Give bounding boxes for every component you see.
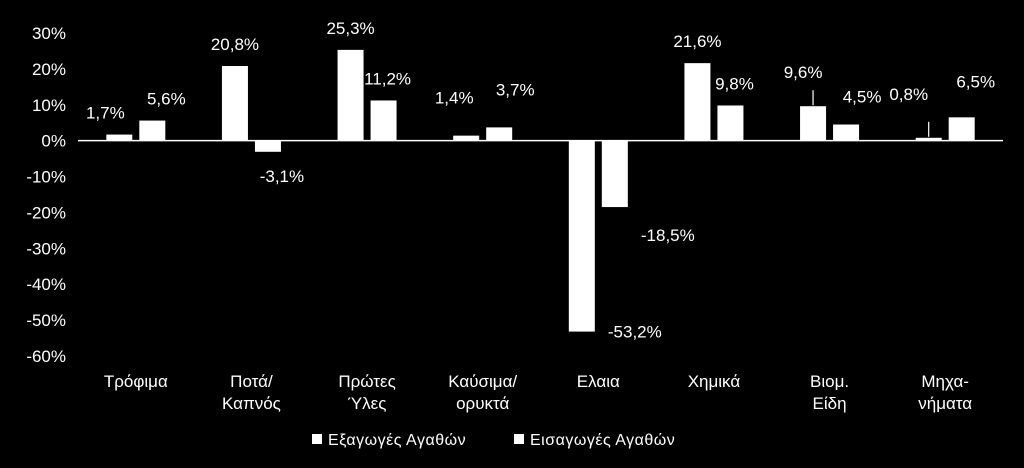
data-label: 3,7% (496, 80, 535, 99)
data-label: 1,7% (86, 104, 125, 123)
data-label: 9,8% (715, 74, 754, 93)
legend-swatch (514, 434, 524, 444)
category-label: Χημικά (688, 372, 741, 391)
bar-exports (800, 106, 827, 141)
category-label: Ύλες (348, 394, 387, 413)
data-label: 4,5% (843, 88, 882, 107)
category-label: Καύσιμα/ (448, 372, 517, 391)
bar-imports (139, 120, 166, 141)
y-tick-label: -50% (26, 311, 66, 330)
data-labels: 1,7% 5,6% 20,8% -3,1% 25,3% 11,2% 1,4% 3,7% -53,… (86, 19, 995, 342)
category-label: Ποτά/ (230, 372, 273, 391)
category-label: Είδη (813, 394, 847, 413)
data-label: 11,2% (364, 69, 411, 88)
bar-exports (221, 66, 248, 141)
data-label: 6,5% (956, 72, 995, 91)
bar-imports (486, 127, 513, 141)
category-label: Τρόφιμα (104, 372, 168, 391)
data-label: -3,1% (260, 167, 304, 186)
y-axis: 30% 20% 10% 0% -10% -20% -30% -40% -50% -60% (26, 24, 1003, 366)
data-label: 9,6% (784, 63, 823, 82)
y-tick-label: -10% (26, 168, 66, 187)
category-label: Ελαια (577, 372, 620, 391)
category-label: Βιομ. (810, 372, 849, 391)
y-tick-label: -30% (26, 239, 66, 258)
category-label: Πρώτες (338, 372, 395, 391)
data-label: 25,3% (326, 19, 374, 38)
y-tick-label: -20% (26, 203, 66, 222)
category-label: ορυκτά (456, 394, 509, 413)
y-tick-label: 30% (32, 24, 66, 43)
legend-label: Εξαγωγές Αγαθών (328, 432, 466, 449)
bars (106, 49, 975, 332)
bar-imports (370, 100, 397, 141)
y-tick-label: 20% (32, 60, 66, 79)
bar-exports (915, 137, 942, 141)
bar-exports (337, 49, 364, 141)
category-labels: Τρόφιμα Ποτά/Καπνός Πρώτες Ύλες Καύσιμα/ορυκ… (104, 372, 972, 413)
y-tick-label: -60% (26, 347, 66, 366)
category-label: Μηχα- (921, 372, 969, 391)
legend-label: Εισαγωγές Αγαθών (530, 432, 675, 449)
category-label: Καπνός (222, 394, 281, 413)
y-tick-label: 10% (32, 96, 66, 115)
bar-imports (948, 117, 975, 141)
category-label: νήματα (918, 394, 972, 413)
bar-exports (106, 134, 133, 141)
bar-imports (601, 140, 628, 208)
bar-imports (833, 124, 860, 141)
data-label: -18,5% (641, 226, 695, 245)
data-label: 21,6% (673, 32, 721, 51)
data-label: 5,6% (147, 90, 186, 109)
legend-swatch (312, 434, 322, 444)
bar-exports (684, 63, 711, 141)
y-tick-label: 0% (41, 132, 66, 151)
data-label: 1,4% (435, 89, 474, 108)
legend: Εξαγωγές Αγαθών Εισαγωγές Αγαθών (312, 432, 675, 449)
y-tick-label: -40% (26, 275, 66, 294)
bar-exports (453, 135, 480, 141)
bar-imports (254, 140, 281, 152)
data-label: 20,8% (211, 35, 259, 54)
data-label: -53,2% (608, 323, 662, 342)
bar-imports (717, 105, 744, 141)
data-label: 0,8% (889, 85, 928, 104)
bar-exports (568, 140, 595, 332)
